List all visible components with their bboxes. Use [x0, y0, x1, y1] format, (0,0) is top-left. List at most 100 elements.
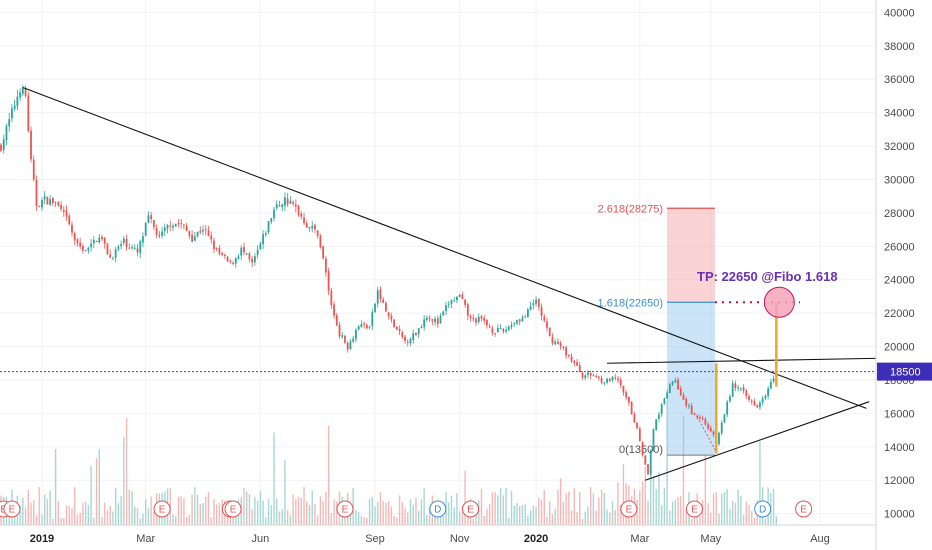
- volume-bar: [289, 515, 292, 525]
- candle: [90, 238, 92, 252]
- candle-body: [431, 319, 434, 322]
- candle-body: [592, 375, 595, 377]
- candle-body: [319, 235, 322, 248]
- candle-body: [223, 254, 226, 256]
- candle-body: [210, 235, 213, 240]
- candle-body: [229, 261, 232, 263]
- candle-body: [300, 213, 303, 217]
- volume-bar: [114, 488, 117, 525]
- volume-bar: [109, 505, 111, 525]
- x-tick-label: Mar: [136, 533, 155, 545]
- candle-body: [617, 378, 619, 381]
- tp-label: TP: 22650 @Fibo 1.618: [697, 269, 838, 284]
- candle-body: [679, 388, 682, 396]
- volume-bar: [641, 481, 644, 525]
- candle: [305, 220, 308, 228]
- candle: [420, 324, 423, 329]
- y-tick-label: 24000: [884, 275, 915, 287]
- candle: [434, 316, 436, 326]
- candle: [578, 361, 581, 373]
- candle-body: [737, 387, 739, 389]
- candle: [226, 255, 229, 263]
- candle: [592, 373, 595, 377]
- candle-body: [698, 417, 701, 419]
- volume-bar: [589, 487, 592, 525]
- candle-body: [769, 382, 772, 389]
- fib-1618-label: 1.618(22650): [598, 297, 663, 309]
- candle: [136, 243, 139, 257]
- volume-bar: [704, 454, 707, 525]
- candle-body: [595, 376, 598, 378]
- volume-bar: [690, 518, 693, 525]
- candle: [524, 314, 527, 318]
- candle: [54, 201, 57, 208]
- volume-bar: [396, 517, 398, 525]
- candle: [363, 321, 365, 329]
- candle-body: [150, 215, 153, 220]
- volume-bar: [723, 491, 726, 525]
- candle-body: [750, 400, 753, 402]
- candle: [300, 211, 303, 220]
- candle: [8, 112, 11, 132]
- candle: [554, 339, 557, 346]
- candle-body: [753, 401, 756, 406]
- candle: [346, 341, 349, 353]
- candle: [297, 204, 300, 217]
- candle-body: [136, 248, 139, 253]
- candle-body: [324, 258, 327, 273]
- candle-body: [720, 422, 723, 434]
- candle: [16, 90, 19, 111]
- fib-0-label: 0(13500): [619, 444, 663, 456]
- candle: [677, 377, 679, 391]
- volume-bar: [521, 505, 524, 525]
- candle-body: [458, 294, 461, 297]
- candle-body: [90, 243, 92, 248]
- candle: [723, 413, 726, 424]
- volume-bar: [131, 491, 133, 525]
- candle: [98, 233, 101, 244]
- volume-bar: [740, 496, 742, 525]
- candle-body: [499, 328, 502, 330]
- volume-bar: [177, 496, 180, 525]
- volume-bar: [74, 487, 76, 525]
- candle-body: [731, 383, 734, 397]
- candle-body: [630, 401, 633, 415]
- candle: [46, 196, 49, 205]
- event-circle: [754, 500, 772, 518]
- candle: [537, 298, 540, 311]
- candle-body: [739, 387, 742, 389]
- candle: [499, 324, 502, 330]
- candle-body: [597, 376, 600, 378]
- candle: [133, 244, 136, 251]
- volume-bar: [731, 500, 734, 525]
- volume-bar: [295, 499, 297, 525]
- volume-bar: [194, 487, 196, 525]
- volume-bar: [726, 489, 728, 525]
- candle-body: [406, 341, 409, 343]
- candle: [480, 314, 483, 322]
- candle: [316, 230, 319, 239]
- volume-bar: [314, 504, 316, 525]
- volume-bar: [104, 502, 106, 525]
- candle-body: [562, 346, 565, 349]
- volume-bar: [202, 503, 204, 525]
- candle-body: [51, 197, 54, 204]
- event-letter: E: [467, 505, 474, 516]
- candle: [248, 252, 251, 262]
- volume-bar: [587, 506, 589, 525]
- candle: [688, 403, 690, 410]
- event-circle: [795, 500, 813, 518]
- volume-bar: [41, 514, 43, 525]
- volume-bar: [456, 493, 458, 525]
- candle: [701, 415, 704, 421]
- event-circle: [3, 500, 21, 518]
- candle: [415, 332, 417, 337]
- candle: [79, 237, 82, 250]
- volume-bar: [49, 490, 51, 525]
- volume-bar: [199, 504, 201, 525]
- candle: [174, 223, 177, 227]
- candle-body: [19, 92, 22, 98]
- candle: [521, 315, 524, 322]
- candle: [461, 291, 464, 300]
